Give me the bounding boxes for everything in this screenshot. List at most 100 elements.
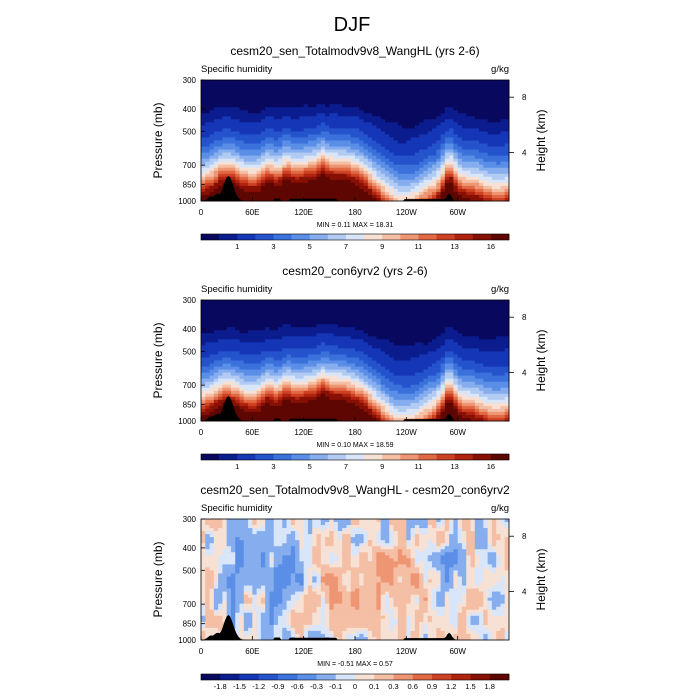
field-cell (226, 330, 232, 334)
field-cell (320, 309, 326, 313)
field-cell (449, 306, 454, 310)
field-cell (384, 360, 390, 365)
field-cell (406, 179, 412, 184)
field-cell (402, 152, 407, 157)
field-cell (226, 104, 232, 108)
field-cell (342, 167, 347, 172)
field-cell (320, 384, 326, 389)
field-cell (436, 194, 442, 199)
field-cell (449, 158, 454, 163)
field-cell (256, 300, 262, 304)
field-cell (496, 348, 501, 352)
colorbar-swatch (345, 234, 365, 240)
field-cell (419, 104, 424, 108)
field-cell (466, 191, 471, 196)
field-cell (320, 80, 326, 84)
field-cell (423, 309, 429, 313)
field-cell (406, 158, 412, 163)
field-cell (265, 342, 270, 346)
field-cell (278, 300, 283, 304)
field-cell (209, 83, 215, 87)
field-cell (389, 372, 394, 377)
field-cell (256, 185, 262, 190)
field-cell (316, 140, 322, 145)
field-cell (384, 131, 390, 135)
field-cell (213, 92, 219, 96)
field-cell (449, 351, 454, 355)
field-cell (384, 327, 390, 331)
field-cell (299, 131, 305, 135)
field-cell (474, 372, 480, 377)
field-cell (359, 194, 365, 199)
field-cell (461, 173, 467, 178)
field-cell (363, 360, 369, 365)
field-cell (436, 327, 442, 331)
field-cell (243, 321, 249, 325)
field-cell (329, 128, 335, 132)
field-cell (205, 185, 211, 190)
field-cell (355, 152, 360, 157)
field-cell (479, 167, 484, 172)
field-cell (346, 351, 352, 355)
field-cell (461, 300, 467, 304)
field-cell (337, 83, 343, 87)
field-cell (265, 384, 270, 389)
field-cell (376, 188, 382, 193)
field-cell (487, 149, 493, 154)
field-cell (457, 179, 463, 184)
field-cell (269, 327, 275, 331)
colorbar-label: 3 (271, 242, 275, 251)
field-cell (333, 342, 339, 346)
field-cell (205, 170, 211, 175)
field-cell (342, 104, 347, 108)
field-cell (295, 342, 300, 346)
field-cell (393, 306, 399, 310)
field-cell (256, 321, 262, 325)
field-cell (397, 378, 403, 383)
field-cell (457, 110, 463, 114)
field-cell (380, 128, 386, 132)
field-cell (337, 351, 343, 355)
field-cell (282, 134, 288, 138)
field-cell (491, 143, 497, 148)
field-cell (350, 113, 356, 117)
field-cell (256, 170, 262, 175)
field-cell (307, 158, 313, 163)
field-cell (410, 107, 416, 111)
field-cell (260, 381, 266, 386)
field-cell (487, 176, 493, 181)
field-cell (419, 122, 424, 126)
field-cell (299, 300, 305, 304)
field-cell (389, 122, 394, 126)
field-cell (380, 378, 386, 383)
field-cell (500, 101, 506, 105)
field-cell (282, 110, 288, 114)
field-cell (350, 357, 356, 361)
field-cell (474, 375, 480, 380)
field-cell (333, 375, 339, 380)
field-cell (457, 89, 463, 93)
field-cell (213, 185, 219, 190)
field-cell (397, 110, 403, 114)
field-cell (350, 324, 356, 328)
field-cell (337, 366, 343, 371)
field-cell (239, 113, 245, 117)
field-cell (419, 110, 424, 114)
field-cell (205, 384, 211, 389)
field-cell (346, 191, 352, 196)
field-cell (333, 351, 339, 355)
field-cell (500, 131, 506, 135)
field-cell (252, 309, 258, 313)
field-cell (273, 360, 279, 365)
field-cell (342, 309, 347, 313)
field-cell (440, 164, 446, 169)
field-cell (316, 378, 322, 383)
field-cell (278, 336, 283, 340)
field-cell (393, 149, 399, 154)
field-cell (273, 315, 279, 319)
field-cell (384, 333, 390, 337)
field-cell (504, 116, 510, 120)
field-cell (201, 309, 206, 313)
field-cell (248, 104, 253, 108)
field-cell (235, 324, 240, 328)
